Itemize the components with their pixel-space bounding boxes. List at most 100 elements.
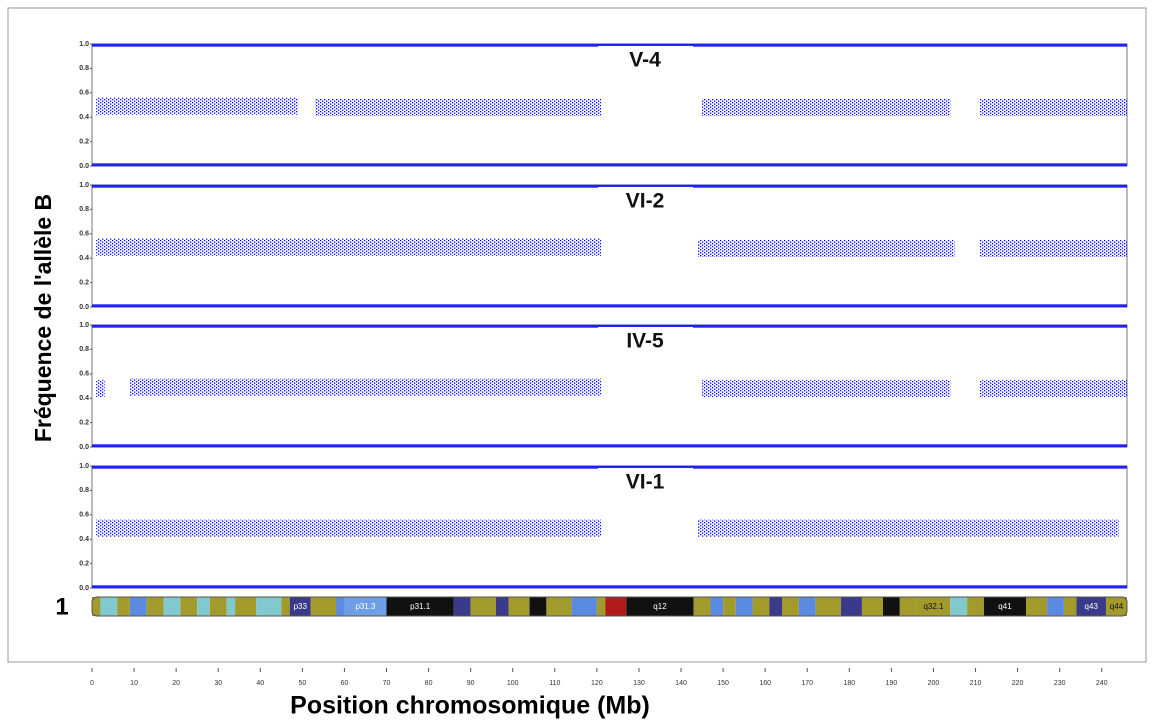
band-label: q41 bbox=[998, 602, 1012, 611]
ideogram-band bbox=[916, 597, 951, 616]
ideogram-band bbox=[1047, 597, 1064, 616]
heterozygous-band bbox=[314, 98, 602, 116]
heterozygous-band bbox=[129, 378, 602, 396]
ideogram-band bbox=[529, 597, 547, 616]
x-tick-label: 60 bbox=[341, 680, 349, 687]
homozygous-band bbox=[92, 444, 1127, 448]
band-label: p31.3 bbox=[355, 602, 376, 611]
ideogram-band bbox=[92, 597, 101, 616]
x-tick-label: 110 bbox=[549, 680, 560, 687]
x-tick-label: 240 bbox=[1096, 680, 1108, 687]
homozygous-band bbox=[92, 43, 1127, 47]
x-tick-label: 0 bbox=[90, 680, 94, 687]
x-tick-label: 230 bbox=[1054, 680, 1066, 687]
ideogram-band bbox=[769, 597, 782, 616]
ideogram-outline bbox=[91, 596, 1128, 617]
y-tick-label: 0.6 bbox=[79, 231, 89, 238]
x-tick-label: 40 bbox=[256, 680, 264, 687]
ideogram-band bbox=[129, 597, 147, 616]
x-tick-label: 50 bbox=[298, 680, 306, 687]
ideogram-band bbox=[710, 597, 724, 616]
band-label: p31.1 bbox=[410, 602, 431, 611]
y-tick-label: 1.0 bbox=[79, 182, 89, 189]
y-tick-label: 0.4 bbox=[79, 536, 89, 543]
heterozygous-band bbox=[697, 519, 1119, 537]
ideogram-band bbox=[163, 597, 181, 616]
ideogram-band bbox=[626, 597, 694, 616]
x-tick-label: 30 bbox=[214, 680, 222, 687]
heterozygous-band bbox=[96, 97, 299, 115]
band-label: q44 bbox=[1110, 602, 1124, 611]
ideogram-band bbox=[861, 597, 883, 616]
x-tick-label: 150 bbox=[717, 680, 729, 687]
title-bg bbox=[598, 46, 693, 74]
y-tick-label: 0.2 bbox=[79, 138, 89, 145]
ideogram-band bbox=[950, 597, 968, 616]
x-tick-label: 120 bbox=[591, 680, 603, 687]
ideogram-band bbox=[782, 597, 799, 616]
ideogram-band bbox=[899, 597, 917, 616]
y-tick-label: 1.0 bbox=[79, 463, 89, 470]
homozygous-band bbox=[92, 585, 1127, 589]
ideogram-band bbox=[100, 597, 118, 616]
homozygous-band bbox=[92, 184, 1127, 188]
y-tick-label: 0.0 bbox=[79, 444, 89, 451]
ideogram-band bbox=[571, 597, 597, 616]
heterozygous-band bbox=[979, 239, 1127, 257]
y-tick-label: 1.0 bbox=[79, 322, 89, 329]
ideogram-band bbox=[546, 597, 572, 616]
y-tick-label: 0.4 bbox=[79, 395, 89, 402]
band-label: p33 bbox=[294, 602, 308, 611]
y-tick-label: 0.8 bbox=[79, 206, 89, 213]
ideogram-band bbox=[226, 597, 236, 616]
y-tick-label: 0.6 bbox=[79, 371, 89, 378]
heterozygous-band bbox=[702, 379, 951, 397]
x-tick-label: 160 bbox=[759, 680, 771, 687]
y-tick-label: 0.2 bbox=[79, 419, 89, 426]
y-tick-label: 0.8 bbox=[79, 487, 89, 494]
ideogram-band bbox=[256, 597, 282, 616]
heterozygous-band bbox=[979, 379, 1127, 397]
ideogram-band bbox=[209, 597, 227, 616]
ideogram-band bbox=[735, 597, 753, 616]
x-axis-label: Position chromosomique (Mb) bbox=[290, 692, 650, 720]
ideogram-band bbox=[1063, 597, 1077, 616]
ideogram-band bbox=[983, 597, 1027, 616]
x-tick-label: 210 bbox=[970, 680, 982, 687]
ideogram-band bbox=[235, 597, 257, 616]
x-tick-label: 130 bbox=[633, 680, 645, 687]
chromosome-label: 1 bbox=[55, 593, 68, 620]
title-bg bbox=[598, 468, 693, 496]
x-tick-label: 100 bbox=[507, 680, 519, 687]
y-tick-label: 0.8 bbox=[79, 65, 89, 72]
heterozygous-band bbox=[96, 379, 105, 397]
ideogram-band bbox=[470, 597, 496, 616]
title-bg bbox=[598, 187, 693, 215]
panel-title: VI-2 bbox=[626, 190, 665, 213]
ideogram-band bbox=[117, 597, 130, 616]
heterozygous-band bbox=[96, 519, 602, 537]
ideogram-band bbox=[386, 597, 454, 616]
y-tick-label: 0.2 bbox=[79, 279, 89, 286]
panel-title: VI-1 bbox=[626, 471, 665, 494]
y-tick-label: 0.4 bbox=[79, 255, 89, 262]
heterozygous-band bbox=[697, 239, 955, 257]
ideogram-band bbox=[596, 597, 606, 616]
homozygous-band bbox=[92, 465, 1127, 469]
ideogram-band bbox=[1026, 597, 1048, 616]
ideogram-band bbox=[1076, 597, 1106, 616]
y-tick-label: 0.0 bbox=[79, 585, 89, 592]
y-tick-label: 0.6 bbox=[79, 90, 89, 97]
y-axis-label: Fréquence de l'allèle B bbox=[30, 194, 56, 442]
y-tick-label: 0.0 bbox=[79, 304, 89, 311]
x-tick-label: 80 bbox=[425, 680, 433, 687]
ideogram-band bbox=[882, 597, 900, 616]
panel-title: IV-5 bbox=[626, 330, 664, 353]
homozygous-band bbox=[92, 304, 1127, 308]
title-bg bbox=[598, 327, 693, 355]
ideogram-band bbox=[1105, 597, 1127, 616]
ideogram-band bbox=[344, 597, 387, 616]
ideogram-band bbox=[840, 597, 862, 616]
x-tick-label: 20 bbox=[172, 680, 180, 687]
